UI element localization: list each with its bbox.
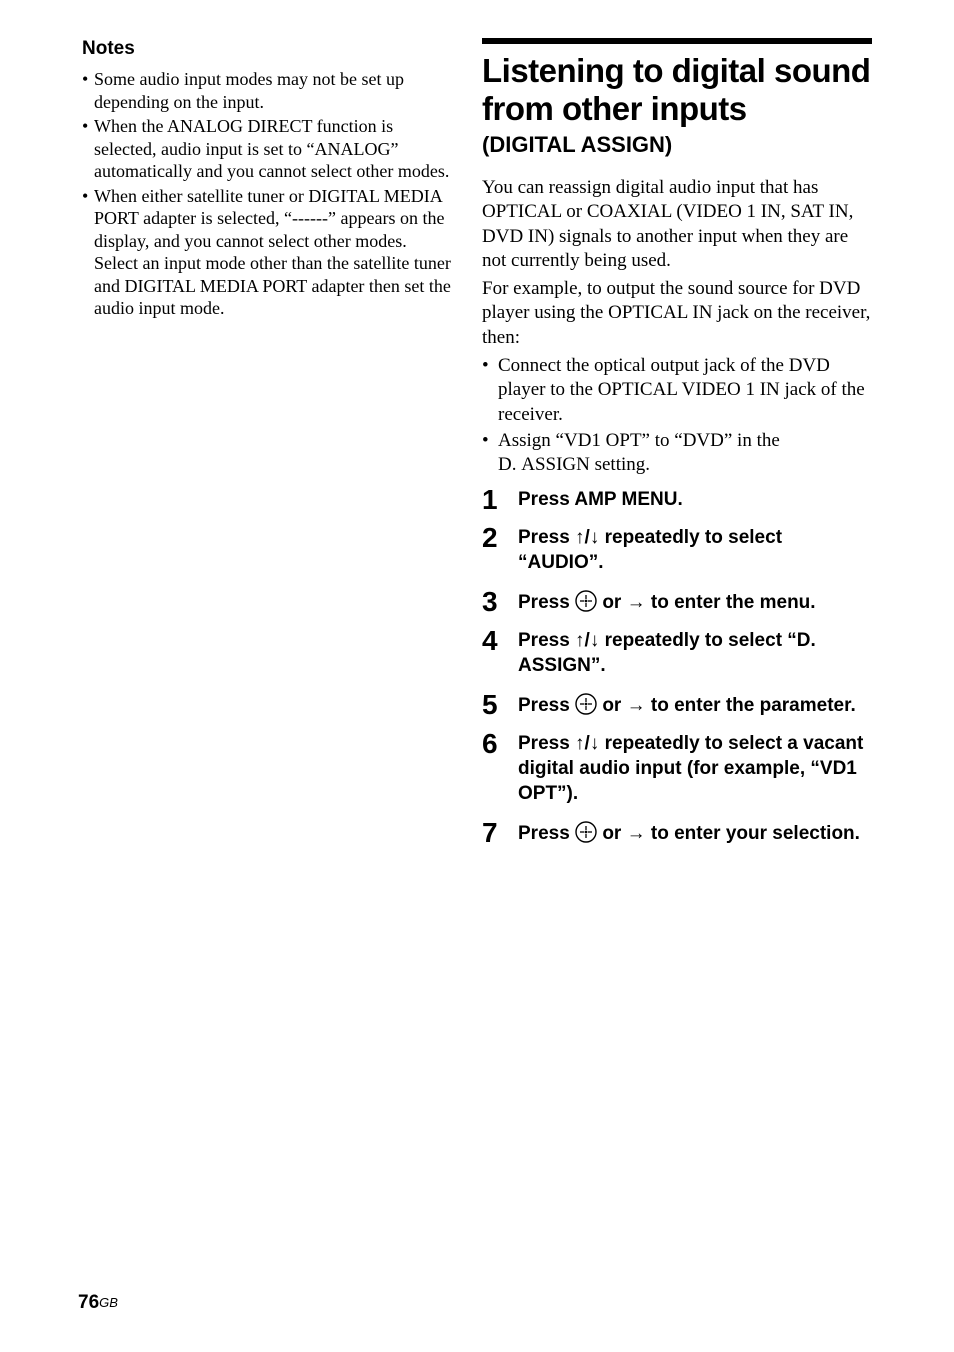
main-title: Listening to digital sound from other in… [482, 52, 872, 128]
intro-bullet-list: Connect the optical output jack of the D… [482, 354, 872, 478]
intro-paragraph: For example, to output the sound source … [482, 277, 872, 350]
step-item: Press ↑/↓ repeatedly to select a vacant … [482, 732, 872, 806]
notes-item: When the ANALOG DIRECT function is selec… [82, 115, 452, 183]
intro-bullet: Connect the optical output jack of the D… [482, 354, 872, 427]
step-text: Press [518, 630, 575, 651]
notes-item: Some audio input modes may not be set up… [82, 68, 452, 113]
step-item: Press or → to enter the menu. [482, 590, 872, 616]
step-text: to enter the menu. [646, 592, 816, 613]
notes-heading: Notes [82, 38, 452, 60]
intro-bullet: Assign “VD1 OPT” to “DVD” in the D. ASSI… [482, 429, 872, 478]
step-text: Press [518, 527, 575, 548]
right-arrow-icon: → [627, 695, 646, 716]
enter-button-icon [575, 821, 597, 843]
right-arrow-icon: → [627, 823, 646, 844]
intro-paragraph: You can reassign digital audio input tha… [482, 176, 872, 273]
step-item: Press ↑/↓ repeatedly to select “AUDIO”. [482, 526, 872, 575]
step-item: Press or → to enter the parameter. [482, 693, 872, 719]
page-number: 76GB [78, 1292, 118, 1314]
enter-button-icon [575, 590, 597, 612]
step-text: Press [518, 592, 575, 613]
step-text: Press AMP MENU. [518, 489, 683, 510]
section-rule [482, 38, 872, 44]
step-item: Press AMP MENU. [482, 488, 872, 513]
step-text: Press [518, 695, 575, 716]
page-region: GB [99, 1295, 118, 1310]
step-item: Press or → to enter your selection. [482, 821, 872, 847]
sub-title: (DIGITAL ASSIGN) [482, 132, 872, 158]
step-text: Press [518, 823, 575, 844]
step-text: to enter the parameter. [646, 695, 856, 716]
step-text: or [597, 695, 627, 716]
steps-list: Press AMP MENU. Press ↑/↓ repeatedly to … [482, 488, 872, 847]
left-column: Notes Some audio input modes may not be … [82, 38, 452, 860]
updown-icon: ↑/↓ [575, 630, 599, 651]
right-arrow-icon: → [627, 592, 646, 613]
updown-icon: ↑/↓ [575, 527, 599, 548]
right-column: Listening to digital sound from other in… [482, 38, 872, 860]
step-text: or [597, 592, 627, 613]
step-text: Press [518, 733, 575, 754]
step-text: or [597, 823, 627, 844]
page-number-value: 76 [78, 1292, 99, 1313]
enter-button-icon [575, 693, 597, 715]
notes-list: Some audio input modes may not be set up… [82, 68, 452, 320]
updown-icon: ↑/↓ [575, 733, 599, 754]
step-text: to enter your selection. [646, 823, 860, 844]
notes-item: When either satellite tuner or DIGITAL M… [82, 185, 452, 320]
step-item: Press ↑/↓ repeatedly to select “D. ASSIG… [482, 629, 872, 678]
